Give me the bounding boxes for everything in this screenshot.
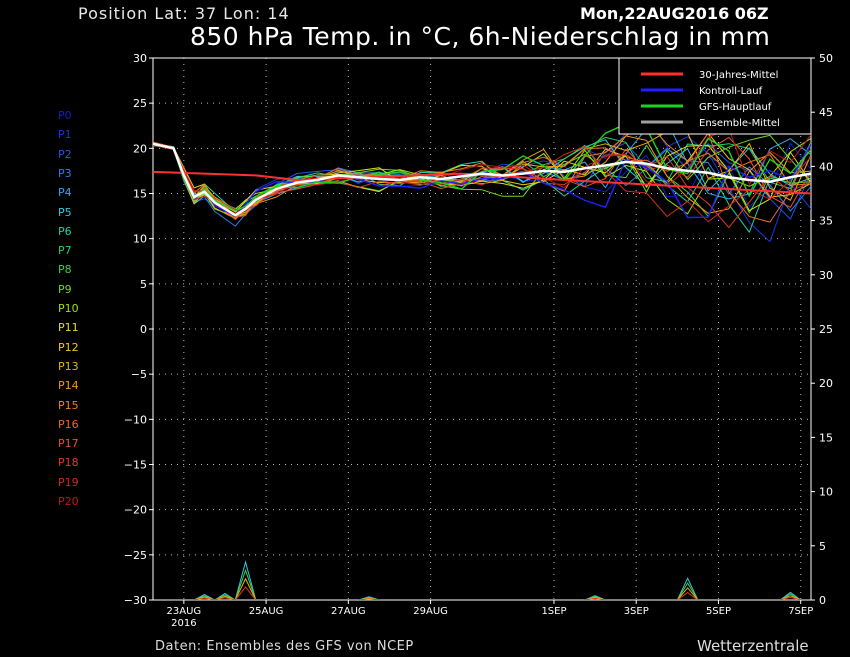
x-tick-label: 7SEP [788,606,813,617]
y-tick-label: 0 [140,323,147,336]
precip-spike [358,598,380,600]
y2-tick-label: 15 [819,431,833,444]
y-tick-label: −10 [124,413,147,426]
member-label-p12: P12 [58,340,79,354]
precip-spike [780,596,801,600]
member-label-p1: P1 [58,128,72,142]
member-label-p11: P11 [58,321,79,335]
legend: 30-Jahres-Mittel Kontroll-Lauf GFS-Hauptla… [618,57,812,135]
precip-spike [194,597,215,600]
precip-spike [676,577,699,600]
y-tick-label: 20 [133,142,147,155]
y-tick-label: −25 [124,549,147,562]
precip-spike [584,598,606,600]
member-label-p6: P6 [58,224,72,238]
x-tick-label: 5SEP [706,606,731,617]
y2-tick-label: 30 [819,269,833,282]
x-tick-label: 27AUG [331,606,366,617]
member-label-p13: P13 [58,359,79,373]
member-label-p3: P3 [58,166,72,180]
x-tick-sublabel: 2016 [171,618,196,629]
precip-spike [234,560,257,600]
legend-label: Ensemble-Mittel [699,118,780,129]
member-label-p0: P0 [58,109,72,122]
y2-tick-label: 10 [819,486,833,499]
y-tick-label: −30 [124,594,147,607]
brand-label: Wetterzentrale [697,637,809,655]
legend-label: Kontroll-Lauf [699,86,763,97]
y-tick-label: 5 [140,278,147,291]
precip-spike [234,568,257,600]
precip-spike [676,587,699,600]
precip-spike [676,582,699,600]
member-label-p19: P19 [58,475,79,489]
data-source: Daten: Ensembles des GFS von NCEP [155,639,414,654]
y-tick-label: 10 [133,233,147,246]
grid [153,58,811,600]
member-line-p16 [153,132,811,223]
x-tick-label: 29AUG [413,606,448,617]
precip-spike [234,577,257,600]
y2-tick-label: 5 [819,540,826,553]
climatology-line [153,170,811,195]
member-label-p2: P2 [58,147,72,161]
y-tick-label: −20 [124,504,147,517]
y-tick-label: 15 [133,188,147,201]
run-date: Mon,22AUG2016 06Z [580,4,769,23]
precip-series [193,560,802,600]
precip-spike [677,592,699,600]
member-label-p20: P20 [58,495,79,508]
member-label-p18: P18 [58,456,79,470]
y2-tick-label: 40 [819,160,833,173]
y-tick-label: −5 [131,368,147,381]
member-label-p15: P15 [58,398,79,412]
member-label-p10: P10 [58,302,79,315]
member-label-p9: P9 [58,282,72,296]
position-label: Position Lat: 37 Lon: 14 [78,4,290,23]
y2-tick-label: 25 [819,323,833,336]
y-tick-label: 25 [133,97,147,110]
y2-tick-label: 20 [819,377,833,390]
member-label-p8: P8 [58,263,72,277]
x-tick-label: 25AUG [249,606,284,617]
y2-tick-label: 45 [819,106,833,119]
member-label-p4: P4 [58,186,72,200]
x-tick-label: 23AUG [167,606,202,617]
y2-tick-label: 35 [819,215,833,228]
x-tick-label: 1SEP [541,606,566,617]
ensemble-mean-line [153,142,811,217]
member-line-p12 [153,132,811,213]
precip-spike [214,597,236,600]
plot-frame [152,57,812,601]
y2-tick-label: 50 [819,52,833,65]
precip-spike [779,595,801,600]
legend-label: 30-Jahres-Mittel [699,70,778,81]
precip-spike [779,593,801,600]
y2-tick-label: 0 [819,594,826,607]
chart-title: 850 hPa Temp. in °C, 6h-Niederschlag in … [190,22,771,51]
y-tick-label: 30 [133,52,147,65]
member-label-p14: P14 [58,379,79,393]
x-tick-label: 3SEP [624,606,649,617]
temperature-series [153,114,811,243]
axes: 302520151050−5−10−15−20−25−3050454035302… [124,52,833,629]
member-label-p16: P16 [58,417,79,431]
member-label-p7: P7 [58,244,72,258]
y-tick-label: −15 [124,459,147,472]
gfs-main-run-line [153,123,811,212]
member-label-p17: P17 [58,437,79,451]
member-label-p5: P5 [58,205,72,219]
precip-spike [234,586,257,600]
legend-label: GFS-Hauptlauf [699,102,772,113]
